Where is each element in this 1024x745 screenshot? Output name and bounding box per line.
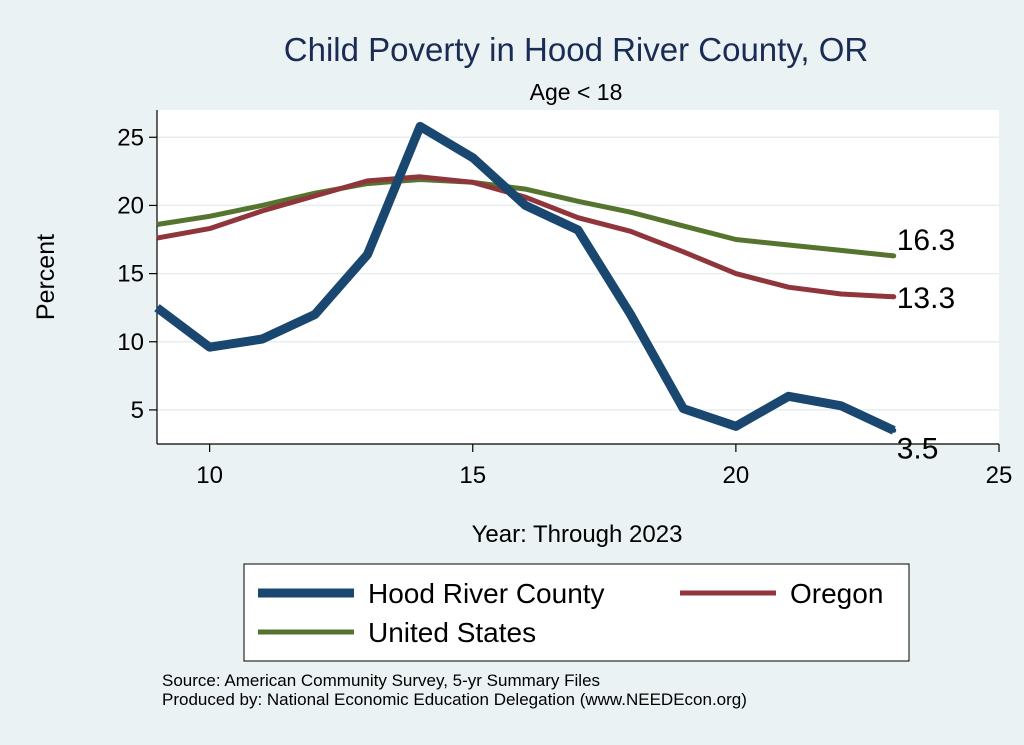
end-labels: 3.5 13.3 16.3 xyxy=(897,224,955,465)
x-tick-label: 20 xyxy=(723,462,750,489)
y-axis-label: Percent xyxy=(32,234,60,320)
end-label: 13.3 xyxy=(897,282,955,315)
y-tick-label: 5 xyxy=(131,397,144,424)
series-line-united-states xyxy=(156,177,895,259)
y-tick-label: 20 xyxy=(117,192,144,219)
y-tick-label: 15 xyxy=(117,261,144,288)
chart-title: Child Poverty in Hood River County, OR xyxy=(284,31,868,68)
legend: Hood River County Oregon United States xyxy=(258,578,883,648)
x-tick-label: 25 xyxy=(986,462,1013,489)
end-label: 16.3 xyxy=(897,224,955,257)
y-tick-label: 10 xyxy=(117,329,144,356)
chart-subtitle: Age < 18 xyxy=(530,79,623,105)
series-lines xyxy=(154,121,897,435)
source-note: Source: American Community Survey, 5-yr … xyxy=(162,671,601,690)
legend-label: Hood River County xyxy=(368,578,605,609)
legend-box xyxy=(243,563,910,662)
legend-label: United States xyxy=(368,617,536,648)
x-tick-label: 15 xyxy=(459,462,486,489)
series-line-oregon xyxy=(156,174,894,300)
source-notes: Source: American Community Survey, 5-yr … xyxy=(162,671,747,709)
x-ticks: 10 15 20 25 xyxy=(196,444,1012,489)
x-axis-label: Year: Through 2023 xyxy=(472,521,683,548)
end-label: 3.5 xyxy=(897,432,939,465)
series-line-hood-river-county xyxy=(154,121,896,435)
series-end-marker xyxy=(891,294,897,300)
y-ticks: 5 10 15 20 25 xyxy=(117,124,157,424)
plot-area xyxy=(157,110,999,444)
series-end-marker xyxy=(891,253,897,259)
legend-label: Oregon xyxy=(790,578,883,609)
produced-by-note: Produced by: National Economic Education… xyxy=(162,690,747,709)
series-end-marker xyxy=(891,427,897,433)
y-tick-label: 25 xyxy=(117,124,144,151)
x-tick-label: 10 xyxy=(196,462,223,489)
